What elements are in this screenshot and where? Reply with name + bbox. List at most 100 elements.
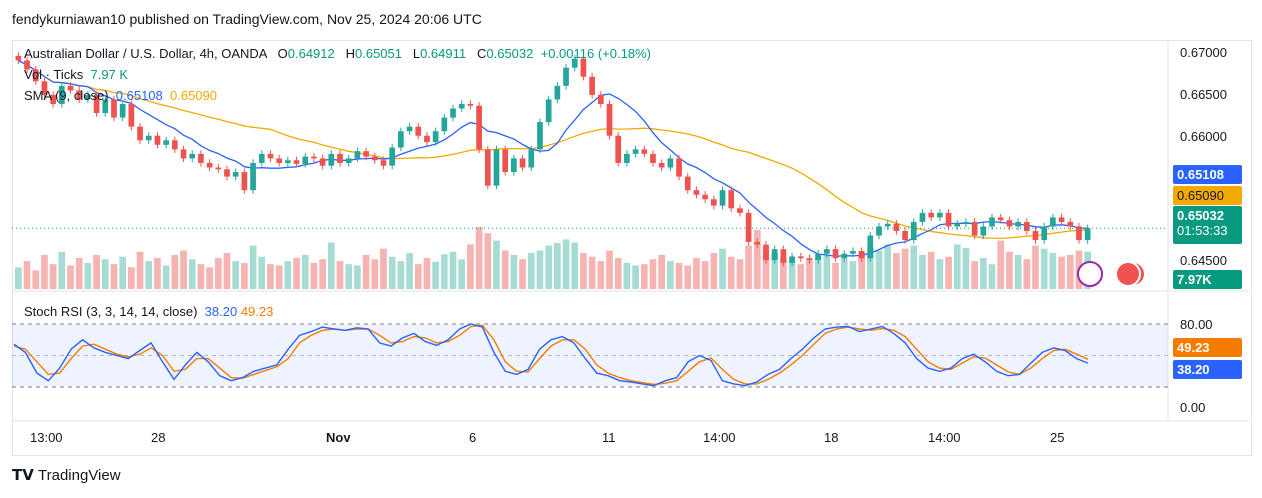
- candle-body: [719, 190, 726, 206]
- close-label: C: [476, 46, 487, 61]
- open-value: 0.64912: [287, 46, 335, 61]
- candle-body: [267, 153, 274, 159]
- symbol-legend: Australian Dollar / U.S. Dollar, 4h, OAN…: [24, 46, 651, 61]
- stoch-axis-label: 80.00: [1180, 317, 1213, 332]
- volume-bar: [979, 258, 987, 289]
- last-price-value: 0.65032: [1177, 208, 1224, 223]
- volume-bar: [180, 250, 187, 289]
- candle-body: [511, 158, 517, 173]
- candle-body: [154, 135, 161, 145]
- candle-body: [67, 85, 74, 91]
- stoch-legend[interactable]: Stoch RSI (3, 3, 14, 14, close) 38.20 49…: [24, 304, 273, 319]
- candle-body: [276, 158, 282, 163]
- volume-bar: [510, 254, 518, 289]
- candle-body: [815, 253, 821, 261]
- volume-bar: [93, 254, 100, 289]
- candle-body: [328, 153, 335, 166]
- volume-bar: [188, 259, 196, 289]
- volume-bar: [945, 256, 952, 289]
- candle-body: [780, 249, 787, 263]
- candle-body: [137, 126, 143, 141]
- stoch-d-tag: 49.23: [1173, 338, 1242, 357]
- candle-body: [710, 199, 717, 206]
- candle-body: [1050, 217, 1056, 227]
- volume-bar: [380, 248, 387, 289]
- stoch-k-line: [13, 323, 1089, 387]
- tradingview-logo-text: TradingView: [38, 467, 121, 484]
- volume-bar: [232, 261, 240, 289]
- candle-body: [893, 223, 900, 232]
- candle-body: [250, 162, 256, 191]
- candle-body: [76, 90, 83, 100]
- volume-bar: [875, 250, 883, 289]
- volume-bar: [423, 258, 431, 289]
- sma-legend[interactable]: SMA (9, close) 0.65108 0.65090: [24, 88, 217, 103]
- volume-bar: [249, 245, 257, 289]
- volume-bar: [310, 262, 318, 289]
- candle-body: [337, 153, 343, 163]
- candle-body: [293, 160, 300, 164]
- tradingview-logo[interactable]: 𝗧𝗩 TradingView: [12, 467, 121, 484]
- candle-body: [624, 153, 630, 163]
- volume-bar: [632, 265, 639, 289]
- candle-body: [41, 81, 48, 95]
- volume-bar: [545, 245, 552, 289]
- volume-bar: [962, 248, 970, 289]
- sma-fast-value: 0.65108: [115, 88, 163, 103]
- volume-bar: [354, 265, 361, 289]
- candle-body: [371, 156, 378, 161]
- candle-body: [954, 223, 961, 227]
- candle-body: [989, 217, 995, 227]
- candle-body: [650, 153, 656, 163]
- volume-bar: [145, 261, 153, 289]
- volume-bar: [136, 251, 144, 289]
- volume-bar: [362, 254, 370, 289]
- volume-bar: [388, 256, 396, 289]
- volume-bar: [406, 253, 413, 289]
- volume-bar: [397, 261, 405, 289]
- volume-bar: [953, 244, 961, 289]
- volume-bar: [32, 270, 40, 289]
- low-label: L: [412, 46, 421, 61]
- volume-bar: [284, 261, 292, 289]
- candle-body: [354, 151, 361, 159]
- sma-slow-tag: 0.65090: [1173, 186, 1242, 205]
- time-axis-label: Nov: [326, 430, 351, 445]
- candle-body: [345, 158, 352, 163]
- volume-bar: [345, 264, 353, 289]
- volume-bar: [154, 258, 161, 289]
- candle-body: [945, 212, 952, 227]
- candle-body: [15, 55, 22, 61]
- volume-bar: [788, 261, 796, 289]
- candle-body: [389, 147, 396, 166]
- volume-bar: [536, 250, 544, 289]
- time-axis-label: 13:00: [30, 430, 63, 445]
- candle-body: [754, 241, 761, 245]
- volume-bar: [319, 259, 326, 289]
- candle-body: [450, 108, 456, 118]
- candle-body: [797, 256, 804, 259]
- volume-bar: [840, 258, 848, 289]
- candle-body: [832, 249, 839, 259]
- volume-bar: [1006, 251, 1013, 289]
- volume-bar: [701, 261, 709, 289]
- volume-bar: [797, 264, 805, 289]
- volume-bar: [162, 265, 170, 289]
- price-axis-label: 0.66500: [1180, 87, 1227, 102]
- volume-legend[interactable]: Vol · Ticks 7.97 K: [24, 67, 128, 82]
- volume-bar: [675, 262, 683, 289]
- candle-body: [606, 103, 613, 136]
- candle-body: [85, 94, 91, 100]
- sma-slow-line: [17, 59, 1088, 240]
- volume-bar: [301, 254, 309, 289]
- candle-body: [980, 226, 987, 236]
- candle-body: [163, 140, 169, 145]
- volume-bar: [988, 264, 996, 289]
- candle-body: [311, 156, 317, 159]
- candle-body: [206, 162, 213, 168]
- candle-body: [850, 250, 856, 254]
- candle-body: [32, 69, 39, 82]
- candle-body: [406, 126, 413, 132]
- candle-body: [771, 249, 778, 261]
